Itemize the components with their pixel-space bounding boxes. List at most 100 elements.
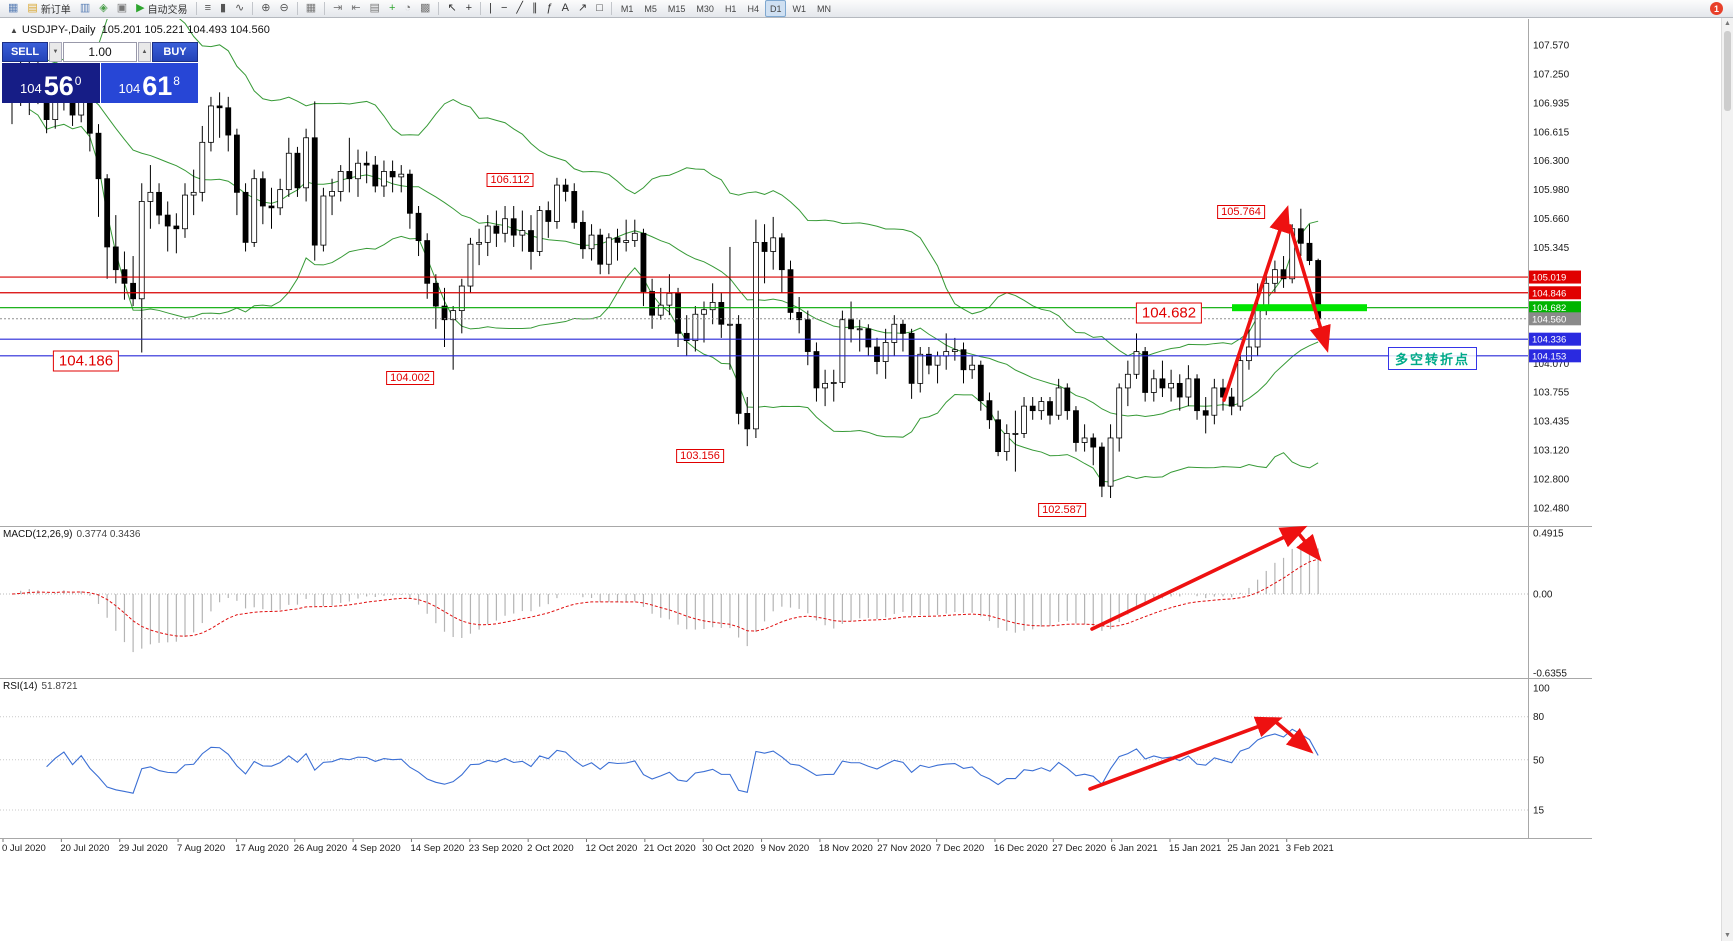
svg-text:18 Nov 2020: 18 Nov 2020 (819, 843, 873, 854)
timeframe-h4[interactable]: H4 (747, 3, 759, 14)
zoom-in-icon[interactable]: ⊕ (261, 2, 271, 14)
price-callout[interactable]: 104.682 (1135, 302, 1203, 324)
svg-text:105.345: 105.345 (1533, 243, 1570, 254)
horizontal-line-icon[interactable]: − (500, 2, 508, 14)
price-callout[interactable]: 104.002 (386, 371, 434, 385)
buy-button[interactable]: BUY (152, 42, 198, 62)
timeframe-m5[interactable]: M5 (644, 3, 657, 14)
text-icon[interactable]: A (561, 2, 569, 14)
svg-text:6 Jan 2021: 6 Jan 2021 (1111, 843, 1158, 854)
chart-title: ▲ USDJPY-,Daily 105.201 105.221 104.493 1… (10, 24, 270, 36)
scrollbar-thumb[interactable] (1724, 31, 1731, 111)
svg-text:106.615: 106.615 (1533, 127, 1570, 138)
svg-text:17 Aug 2020: 17 Aug 2020 (235, 843, 288, 854)
svg-text:0.00: 0.00 (1533, 590, 1553, 601)
arrows-tool-icon[interactable]: ↗ (578, 2, 588, 14)
add-indicator-icon[interactable]: + (388, 2, 396, 14)
buy-price-panel[interactable]: 104 61 8 (100, 63, 198, 103)
price-callout[interactable]: 105.764 (1217, 205, 1265, 219)
price-callout[interactable]: 102.587 (1038, 503, 1086, 517)
bollinger-bands (29, 19, 1319, 483)
one-click-toggle-icon[interactable]: ▲ (10, 26, 18, 35)
note-label[interactable]: 多空转折点 (1388, 347, 1478, 370)
scroll-down-icon[interactable]: ▼ (1724, 932, 1731, 939)
volume-input[interactable]: 1.00 (63, 42, 137, 62)
autotrading-button[interactable]: ▶ 自动交易 (136, 2, 188, 17)
timeframe-h1[interactable]: H1 (724, 3, 737, 14)
svg-text:103.755: 103.755 (1533, 388, 1570, 399)
zoom-out-icon[interactable]: ⊖ (279, 2, 289, 14)
chart-shift-icon[interactable]: ⇤ (351, 2, 361, 14)
trend-arrows[interactable] (1088, 205, 1331, 791)
toolbar-separator (252, 2, 254, 15)
templates-icon[interactable]: ▩ (420, 2, 431, 14)
svg-text:105.660: 105.660 (1533, 214, 1570, 225)
price-axis[interactable]: 107.570 107.250 106.935 106.615 106.300 105.9… (1529, 41, 1581, 515)
rsi-indicator-label: RSI(14) 51.8721 (3, 681, 78, 692)
chart-ohlc-values: 105.201 105.221 104.493 104.560 (101, 24, 270, 36)
svg-text:15 Jan 2021: 15 Jan 2021 (1169, 843, 1221, 854)
timeframe-w1[interactable]: W1 (792, 3, 806, 14)
svg-text:29 Jul 2020: 29 Jul 2020 (119, 843, 168, 854)
price-callout[interactable]: 103.156 (676, 449, 724, 463)
periods-icon[interactable]: ◔ (404, 2, 412, 14)
svg-text:20 Jul 2020: 20 Jul 2020 (60, 843, 109, 854)
shapes-icon[interactable]: □ (596, 2, 603, 14)
charts-icon[interactable]: ▥ (79, 2, 91, 14)
timeframe-m15[interactable]: M15 (667, 3, 686, 14)
channel-icon[interactable]: ∥ (532, 2, 538, 14)
rsi-plot (0, 716, 1528, 811)
auto-scroll-icon[interactable]: ⇥ (333, 2, 343, 14)
svg-text:104.846: 104.846 (1532, 288, 1566, 299)
svg-text:102.800: 102.800 (1533, 474, 1570, 485)
tile-windows-icon[interactable]: ▦ (305, 2, 317, 14)
line-chart-icon[interactable]: ∿ (235, 2, 245, 14)
fibonacci-icon[interactable]: ƒ (546, 2, 553, 14)
svg-text:16 Dec 2020: 16 Dec 2020 (994, 843, 1048, 854)
svg-text:2 Oct 2020: 2 Oct 2020 (527, 843, 573, 854)
price-callout[interactable]: 104.186 (52, 350, 120, 372)
svg-text:100: 100 (1533, 684, 1550, 695)
candlestick-chart-icon[interactable]: ▮ (219, 2, 227, 14)
svg-text:107.570: 107.570 (1533, 41, 1570, 52)
navigator-icon[interactable]: ◈ (99, 2, 108, 14)
buy-price-pips: 61 (142, 71, 173, 101)
scroll-up-icon[interactable]: ▲ (1724, 20, 1731, 27)
notification-badge[interactable]: 1 (1710, 2, 1723, 15)
vertical-line-icon[interactable]: | (489, 2, 492, 14)
new-order-button[interactable]: ▤ 新订单 (27, 2, 71, 17)
macd-indicator-label: MACD(12,26,9) 0.3774 0.3436 (3, 529, 141, 540)
volume-decrease-button[interactable]: ▼ (49, 42, 62, 62)
price-callout[interactable]: 106.112 (486, 173, 534, 187)
crosshair-icon[interactable]: + (465, 2, 473, 14)
time-axis[interactable]: 0 Jul 2020 20 Jul 2020 29 Jul 2020 7 Aug 20… (2, 839, 1334, 854)
svg-text:104.153: 104.153 (1532, 351, 1566, 362)
new-chart-icon[interactable]: ▦ (8, 2, 19, 14)
timeframe-mn[interactable]: MN (816, 3, 831, 14)
svg-text:105.980: 105.980 (1533, 185, 1570, 196)
timeframe-m1[interactable]: M1 (620, 3, 634, 14)
volume-increase-button[interactable]: ▲ (138, 42, 151, 62)
horizontal-lines[interactable] (0, 276, 1528, 357)
scrollbar[interactable]: ▲ ▼ (1721, 18, 1733, 941)
trendline-icon[interactable]: ╱ (516, 2, 524, 14)
cursor-icon[interactable]: ↖ (447, 2, 457, 14)
svg-text:-0.6355: -0.6355 (1533, 669, 1567, 680)
svg-text:50: 50 (1533, 755, 1545, 766)
svg-text:4 Sep 2020: 4 Sep 2020 (352, 843, 401, 854)
sell-button[interactable]: SELL (2, 42, 48, 62)
sell-price-panel[interactable]: 104 56 0 (2, 63, 100, 103)
timeframe-d1[interactable]: D1 (764, 0, 787, 17)
svg-text:23 Sep 2020: 23 Sep 2020 (469, 843, 523, 854)
svg-text:104.682: 104.682 (1532, 303, 1566, 314)
svg-text:12 Oct 2020: 12 Oct 2020 (586, 843, 638, 854)
svg-text:30 Oct 2020: 30 Oct 2020 (702, 843, 754, 854)
svg-text:7 Aug 2020: 7 Aug 2020 (177, 843, 225, 854)
bars-chart-icon[interactable]: ≡ (204, 2, 211, 14)
svg-text:27 Dec 2020: 27 Dec 2020 (1052, 843, 1106, 854)
timeframe-m30[interactable]: M30 (696, 3, 714, 14)
toolbar-separator (438, 2, 440, 15)
indicator-list-icon[interactable]: ▤ (369, 2, 380, 14)
terminal-icon[interactable]: ▣ (116, 2, 128, 14)
